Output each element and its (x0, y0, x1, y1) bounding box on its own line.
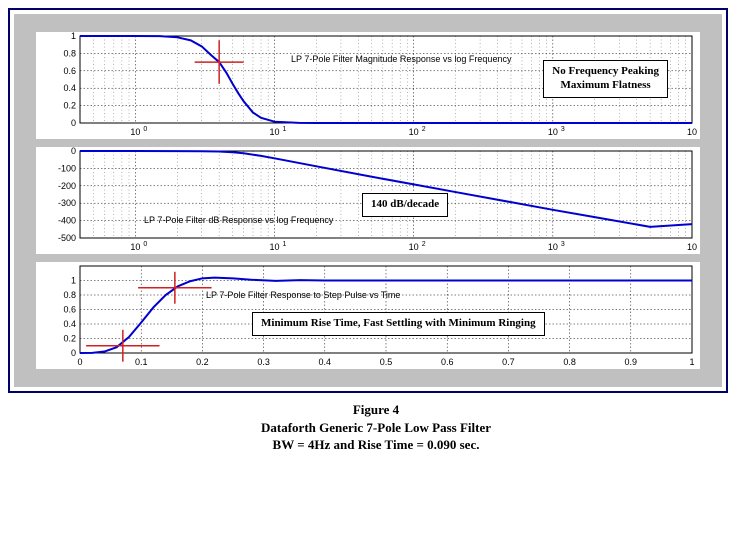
caption-line2: Dataforth Generic 7-Pole Low Pass Filter (261, 420, 491, 435)
caption-line3: BW = 4Hz and Rise Time = 0.090 sec. (273, 437, 480, 452)
svg-text:-300: -300 (58, 198, 76, 208)
svg-text:0.5: 0.5 (380, 357, 393, 367)
svg-text:10: 10 (130, 127, 140, 137)
svg-text:2: 2 (422, 126, 426, 133)
svg-text:0.8: 0.8 (63, 48, 76, 58)
plot3-annotation: Minimum Rise Time, Fast Settling with Mi… (252, 312, 545, 336)
svg-text:10: 10 (130, 242, 140, 252)
svg-text:3: 3 (561, 241, 565, 248)
svg-text:0.2: 0.2 (63, 334, 76, 344)
svg-text:0.9: 0.9 (625, 357, 638, 367)
plot3-annotation-line1: Minimum Rise Time, Fast Settling with Mi… (261, 317, 536, 329)
svg-text:0.8: 0.8 (63, 290, 76, 300)
svg-text:10: 10 (687, 242, 697, 252)
svg-text:0.6: 0.6 (441, 357, 454, 367)
svg-text:0.6: 0.6 (63, 66, 76, 76)
svg-text:10: 10 (270, 242, 280, 252)
svg-text:10: 10 (409, 242, 419, 252)
svg-text:0.6: 0.6 (63, 305, 76, 315)
svg-text:2: 2 (422, 241, 426, 248)
plot2-annotation-line1: 140 dB/decade (371, 198, 439, 210)
svg-text:-200: -200 (58, 181, 76, 191)
figure-caption: Figure 4 Dataforth Generic 7-Pole Low Pa… (0, 401, 752, 454)
plot1-inline-title: LP 7-Pole Filter Magnitude Response vs l… (291, 54, 511, 64)
plot1-annotation-line2: Maximum Flatness (561, 79, 651, 91)
svg-text:1: 1 (283, 241, 287, 248)
svg-text:0.3: 0.3 (257, 357, 270, 367)
svg-text:0.4: 0.4 (319, 357, 332, 367)
svg-text:0: 0 (143, 126, 147, 133)
svg-text:3: 3 (561, 126, 565, 133)
svg-text:0: 0 (71, 348, 76, 358)
plot2-annotation: 140 dB/decade (362, 193, 448, 217)
svg-text:-100: -100 (58, 163, 76, 173)
plot-magnitude: 00.20.40.60.81100101102103104 LP 7-Pole … (36, 32, 700, 139)
svg-text:10: 10 (409, 127, 419, 137)
plot2-inline-title: LP 7-Pole Filter dB Response vs log Freq… (144, 215, 333, 225)
svg-text:0.2: 0.2 (63, 101, 76, 111)
svg-text:-400: -400 (58, 216, 76, 226)
svg-text:0: 0 (143, 241, 147, 248)
caption-label: Figure 4 (353, 402, 399, 417)
svg-text:0: 0 (71, 118, 76, 128)
figure-panel: 00.20.40.60.81100101102103104 LP 7-Pole … (14, 14, 722, 387)
svg-text:-500: -500 (58, 233, 76, 243)
svg-text:0.8: 0.8 (563, 357, 576, 367)
svg-text:10: 10 (548, 127, 558, 137)
plot1-annotation: No Frequency Peaking Maximum Flatness (543, 60, 668, 98)
svg-text:10: 10 (548, 242, 558, 252)
svg-text:0: 0 (77, 357, 82, 367)
svg-text:0.2: 0.2 (196, 357, 209, 367)
svg-text:0.1: 0.1 (135, 357, 148, 367)
svg-text:0.4: 0.4 (63, 83, 76, 93)
svg-text:1: 1 (689, 357, 694, 367)
svg-text:0.7: 0.7 (502, 357, 515, 367)
svg-text:10: 10 (270, 127, 280, 137)
svg-text:1: 1 (71, 276, 76, 286)
plot-step: 0 0.2 0.4 0.6 0.8 1 0 0.1 0.2 0.3 0.4 0.5 0.6 0.7 0.8 0… (36, 262, 700, 369)
svg-text:0: 0 (71, 147, 76, 156)
svg-text:10: 10 (687, 127, 697, 137)
plot-db: -500-400-300-200-1000100101102103104 LP … (36, 147, 700, 254)
plot3-inline-title: LP 7-Pole Filter Response to Step Pulse … (206, 290, 400, 300)
svg-text:1: 1 (283, 126, 287, 133)
svg-text:0.4: 0.4 (63, 319, 76, 329)
figure-outer-border: 00.20.40.60.81100101102103104 LP 7-Pole … (8, 8, 728, 393)
svg-text:1: 1 (71, 32, 76, 41)
plot1-annotation-line1: No Frequency Peaking (552, 65, 659, 77)
